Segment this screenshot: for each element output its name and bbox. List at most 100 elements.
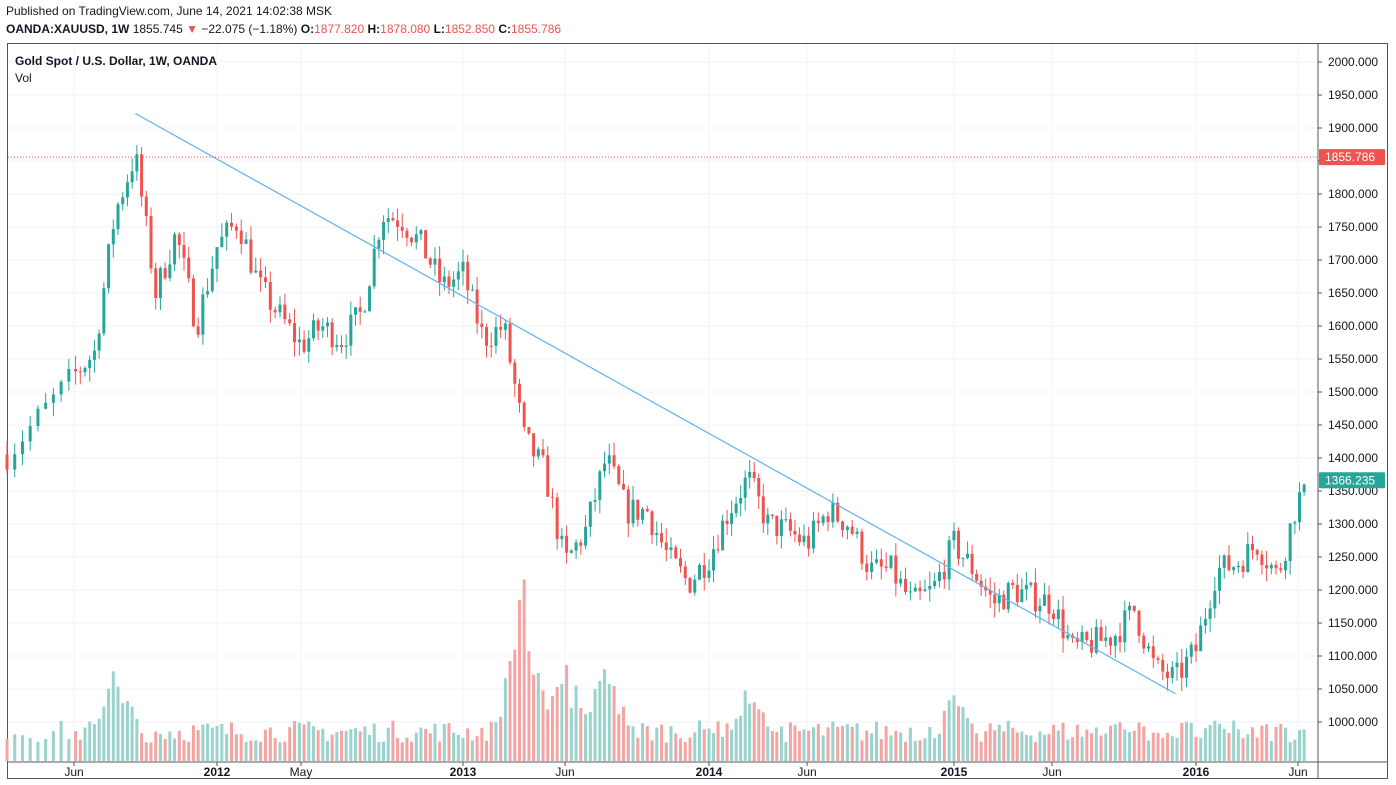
candle-body <box>163 268 167 279</box>
candle-body <box>631 499 635 524</box>
candle-body <box>1161 659 1165 672</box>
candle-body <box>125 182 129 198</box>
candle-body <box>130 171 134 183</box>
candle-body <box>1166 671 1170 679</box>
volume-bar <box>470 740 474 761</box>
candle-body <box>660 533 664 543</box>
candle-body <box>1006 582 1010 610</box>
volume-bar <box>20 735 24 761</box>
volume-bar <box>1142 726 1146 761</box>
candle-body <box>845 526 849 531</box>
candle-body <box>721 520 725 551</box>
volume-bar <box>707 728 711 761</box>
volume-bar <box>734 718 738 761</box>
candle-body <box>617 466 621 484</box>
candle-body <box>1203 618 1207 626</box>
candle-body <box>97 333 101 351</box>
candle-body <box>88 359 92 369</box>
candle-body <box>1142 635 1146 649</box>
volume-bar <box>546 709 550 761</box>
candle-body <box>702 565 706 578</box>
candle-body <box>377 239 381 249</box>
y-tick-label: 1450.000 <box>1328 418 1378 432</box>
volume-bar <box>466 728 470 761</box>
volume-bar <box>244 741 248 761</box>
candle-body <box>452 279 456 287</box>
volume-bar <box>330 734 334 761</box>
volume-bar <box>177 730 181 761</box>
volume-bar <box>1170 736 1174 761</box>
candle-body <box>683 566 687 579</box>
volume-bar <box>489 721 493 761</box>
candle-body <box>1052 613 1056 619</box>
volume-bar <box>344 731 348 761</box>
volume-bar <box>598 680 602 761</box>
volume-bar <box>461 737 465 761</box>
volume-bar <box>855 723 859 761</box>
volume-bar <box>966 718 970 761</box>
candle-body <box>933 581 937 586</box>
open-label: O: <box>300 22 315 36</box>
change-arrow-icon: ▼ <box>186 22 198 36</box>
candle-body <box>414 234 418 243</box>
volume-bar <box>984 731 988 761</box>
candle-body <box>1118 636 1122 643</box>
volume-bar <box>889 735 893 761</box>
y-tick-label: 1700.000 <box>1328 253 1378 267</box>
candle-body <box>177 234 181 246</box>
candle-body <box>335 344 339 348</box>
candle-body <box>325 322 329 327</box>
volume-bar <box>386 727 390 761</box>
candle-body <box>730 513 734 525</box>
volume-bar <box>550 696 554 761</box>
volume-bar <box>784 742 788 761</box>
volume-bar <box>1066 739 1070 761</box>
volume-bar <box>908 727 912 761</box>
volume-bar <box>641 723 645 761</box>
close-label: C: <box>498 22 511 36</box>
legend-volume: Vol <box>15 71 32 85</box>
volume-bar <box>230 722 234 761</box>
volume-bar <box>1080 736 1084 761</box>
volume-bar <box>870 733 874 761</box>
candle-body <box>1123 610 1127 643</box>
volume-bar <box>210 727 214 761</box>
candle-body <box>860 531 864 564</box>
candle-body <box>1255 550 1259 555</box>
volume-bar <box>1222 728 1226 761</box>
volume-bar <box>1274 727 1278 761</box>
volume-bar <box>1260 725 1264 761</box>
volume-bar <box>278 742 282 761</box>
volume-bar <box>836 726 840 761</box>
candle-body <box>579 542 583 546</box>
volume-bar <box>494 722 498 761</box>
volume-bar <box>874 721 878 761</box>
volume-bar <box>957 706 961 761</box>
candle-body <box>766 514 770 524</box>
volume-bar <box>111 671 115 761</box>
volume-bar <box>405 737 409 761</box>
volume-bar <box>173 738 177 761</box>
volume-bar <box>1255 737 1259 761</box>
volume-bar <box>263 729 267 761</box>
volume-bar <box>584 714 588 761</box>
candle-body <box>358 307 362 312</box>
candle-body <box>908 591 912 593</box>
candle-body <box>1170 667 1174 679</box>
volume-bar <box>884 726 888 761</box>
candle-body <box>239 230 243 244</box>
candle-body <box>288 319 292 324</box>
volume-bar <box>1099 735 1103 761</box>
volume-bar <box>1132 730 1136 761</box>
volume-bar <box>766 726 770 761</box>
low-label: L: <box>433 22 445 36</box>
volume-bar <box>1279 723 1283 761</box>
candle-body <box>196 326 200 335</box>
symbol-label: OANDA:XAUUSD, 1W <box>6 22 130 36</box>
candle-body <box>988 590 992 595</box>
volume-bar <box>1166 732 1170 761</box>
volume-bar <box>879 738 883 761</box>
candle-body <box>51 394 55 403</box>
volume-bar <box>206 723 210 761</box>
